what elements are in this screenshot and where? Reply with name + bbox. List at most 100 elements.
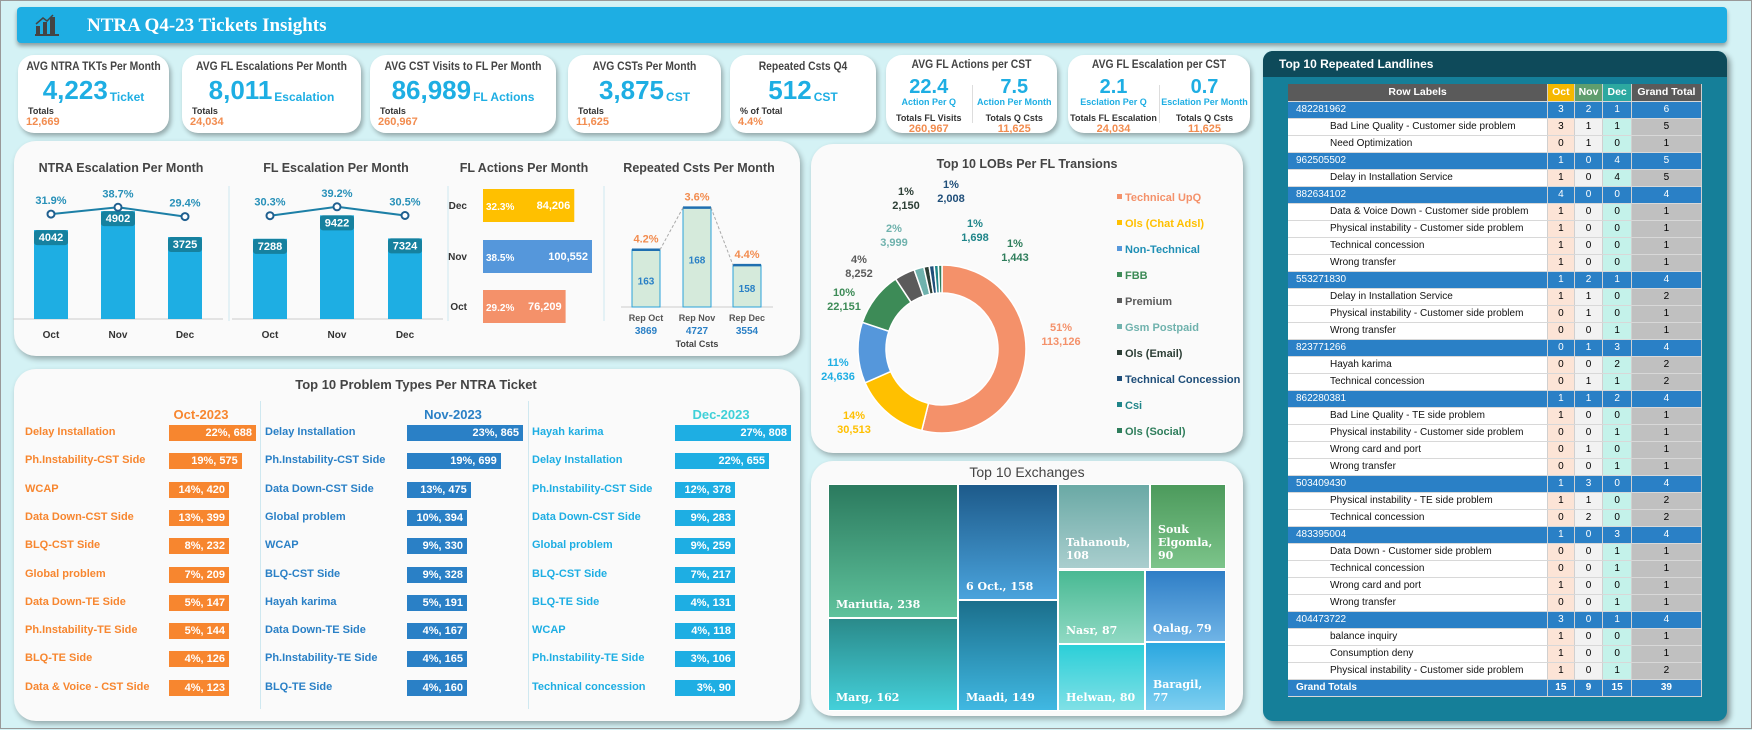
- divider: [260, 401, 261, 709]
- table-cell: 1: [1631, 441, 1703, 459]
- table-row[interactable]: Physical instability - TE side problem 1 1…: [1288, 492, 1703, 510]
- table-cell: 2: [1574, 101, 1604, 119]
- bar-value-label: 168: [689, 255, 706, 266]
- legend-label: Technical Concession: [1125, 374, 1241, 386]
- kpi-totals-value: 4.4%: [738, 116, 764, 128]
- bar: 10%, 394: [407, 509, 467, 526]
- table-cell: 5: [1631, 118, 1703, 136]
- table-cell: 1: [1631, 628, 1703, 646]
- category-label: Technical concession: [532, 680, 646, 693]
- table-cell: 503409430: [1288, 475, 1549, 493]
- table-row[interactable]: Bad Line Quality - Customer side problem…: [1288, 118, 1703, 136]
- table-row[interactable]: Wrong transfer 0 0 1 1: [1288, 594, 1703, 612]
- table-row[interactable]: balance inquiry 1 0 0 1: [1288, 628, 1703, 646]
- table-cell: 0: [1547, 424, 1575, 442]
- table-row[interactable]: Physical instability - Customer side pro…: [1288, 220, 1703, 238]
- table-cell: Physical instability - Customer side pro…: [1288, 662, 1549, 680]
- table-group-row[interactable]: 503409430 1 3 0 4: [1288, 475, 1703, 493]
- table-cell: 5: [1631, 169, 1703, 187]
- table-cell: Physical instability - Customer side pro…: [1288, 424, 1549, 442]
- table-row[interactable]: Physical instability - Customer side pro…: [1288, 424, 1703, 442]
- table-cell: 0: [1602, 186, 1632, 204]
- table-cell: 1: [1631, 560, 1703, 578]
- bar-value-label: 4042: [39, 232, 63, 244]
- line-value-label: 39.2%: [321, 188, 352, 200]
- table-group-row[interactable]: 862280381 1 1 2 4: [1288, 390, 1703, 408]
- treemap-label: 6 Oct., 158: [966, 580, 1034, 593]
- table-row[interactable]: Data Down - Customer side problem 0 0 1 1: [1288, 543, 1703, 561]
- table-cell: Need Optimization: [1288, 135, 1549, 153]
- table-group-row[interactable]: 553271830 1 2 1 4: [1288, 271, 1703, 289]
- category-label: Data Down-CST Side: [265, 482, 374, 495]
- treemap-cell: Souk Elgomla, 90: [1150, 484, 1226, 569]
- table-row[interactable]: Wrong transfer 1 0 0 1: [1288, 254, 1703, 272]
- kpi-totals-value: 260,967: [378, 116, 418, 128]
- table-cell: 4: [1631, 186, 1703, 204]
- table-cell: 1: [1631, 305, 1703, 323]
- bar: 27%, 808: [675, 425, 791, 441]
- table-row[interactable]: Delay in Installation Service 1 1 0 2: [1288, 288, 1703, 306]
- slice-pct-label: 1%: [1007, 238, 1023, 250]
- table-cell: 1: [1631, 322, 1703, 340]
- table-group-row[interactable]: 962505502 1 0 4 5: [1288, 152, 1703, 170]
- legend-label: Ols (Chat Adsl): [1125, 218, 1204, 230]
- table-row[interactable]: Wrong transfer 0 0 1 1: [1288, 458, 1703, 476]
- table-row[interactable]: Physical instability - Customer side pro…: [1288, 662, 1703, 680]
- table-cell: Technical concession: [1288, 560, 1549, 578]
- bar: [631, 249, 661, 308]
- legend-label: Ols (Email): [1125, 348, 1183, 360]
- table-group-row[interactable]: 882634102 4 0 0 4: [1288, 186, 1703, 204]
- table-row[interactable]: Technical concession 0 2 0 2: [1288, 509, 1703, 527]
- kpi-unit: CST: [813, 90, 838, 104]
- connector-line: [710, 207, 734, 266]
- bar-pct-label: 32.3%: [486, 202, 514, 213]
- table-cell: 2: [1631, 288, 1703, 306]
- table-row[interactable]: Technical concession 1 0 0 1: [1288, 237, 1703, 255]
- kpi-card: Repeated Csts Q4 512 CST% of Total 4.4%: [730, 55, 876, 133]
- legend-marker: [1117, 402, 1122, 407]
- table-total-row[interactable]: Grand Totals 15 9 15 39: [1288, 679, 1703, 697]
- table-cell: 4: [1631, 390, 1703, 408]
- table-row[interactable]: Bad Line Quality - TE side problem 1 0 0 1: [1288, 407, 1703, 425]
- table-row[interactable]: Wrong card and port 0 1 0 1: [1288, 441, 1703, 459]
- table-row[interactable]: Consumption deny 1 0 0 1: [1288, 645, 1703, 663]
- category-label: WCAP: [25, 482, 59, 495]
- column-header: Nov: [1574, 84, 1604, 102]
- donut-slice: [937, 264, 943, 294]
- table-cell: Wrong transfer: [1288, 458, 1549, 476]
- table-row[interactable]: Wrong card and port 1 0 0 1: [1288, 577, 1703, 595]
- category-label: BLQ-TE Side: [25, 652, 93, 665]
- table-cell: 1: [1547, 492, 1575, 510]
- table-group-row[interactable]: 404473722 3 0 1 4: [1288, 611, 1703, 629]
- table-cell: 9: [1574, 679, 1604, 697]
- table-cell: 1: [1547, 169, 1575, 187]
- table-row[interactable]: Wrong transfer 0 0 1 1: [1288, 322, 1703, 340]
- bar: 9%, 283: [675, 509, 735, 526]
- table-row[interactable]: Physical instability - Customer side pro…: [1288, 305, 1703, 323]
- kpi-value-row: 512 CST: [730, 74, 876, 104]
- table-cell: 0: [1574, 254, 1604, 272]
- table-row[interactable]: Delay in Installation Service 1 0 4 5: [1288, 169, 1703, 187]
- slice-pct-label: 4%: [851, 254, 867, 266]
- chart-title: Top 10 LOBs Per FL Transions: [936, 157, 1118, 171]
- table-group-row[interactable]: 482281962 3 2 1 6: [1288, 101, 1703, 119]
- table-cell: 3: [1574, 475, 1604, 493]
- table-cell: 0: [1602, 509, 1632, 527]
- table-row[interactable]: Data & Voice Down - Customer side proble…: [1288, 203, 1703, 221]
- table-row[interactable]: Technical concession 0 1 1 2: [1288, 373, 1703, 391]
- table-row[interactable]: Need Optimization 0 1 0 1: [1288, 135, 1703, 153]
- table-cell: 553271830: [1288, 271, 1549, 289]
- table-cell: Bad Line Quality - TE side problem: [1288, 407, 1549, 425]
- table-cell: Wrong card and port: [1288, 441, 1549, 459]
- table-cell: 0: [1602, 577, 1632, 595]
- table-cell: 1: [1602, 543, 1632, 561]
- table-group-row[interactable]: 483395004 1 0 3 4: [1288, 526, 1703, 544]
- table-header-row[interactable]: Row Labels Oct Nov Dec Grand Total: [1288, 84, 1703, 102]
- bar: 5%, 147: [169, 594, 229, 611]
- x-tick-label: Dec: [176, 330, 195, 341]
- slice-pct-label: 1%: [943, 179, 959, 191]
- table-row[interactable]: Hayah karima 0 0 2 2: [1288, 356, 1703, 374]
- table-row[interactable]: Technical concession 0 0 1 1: [1288, 560, 1703, 578]
- table-cell: Wrong card and port: [1288, 577, 1549, 595]
- table-group-row[interactable]: 823771266 0 1 3 4: [1288, 339, 1703, 357]
